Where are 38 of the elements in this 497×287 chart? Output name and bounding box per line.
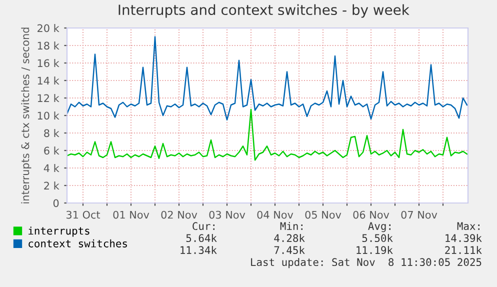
y-tick-label: 20 k [38,24,60,32]
chart-title: Interrupts and context switches - by week [118,4,410,18]
line-series [67,36,468,120]
y-tick-label: 12 k [38,94,60,102]
x-tick-label: 03 Nov [209,210,246,219]
text: Min: [280,222,302,230]
y-tick-label: 2 k [44,182,60,190]
text: Avg: [368,222,390,232]
text: 5.64k [186,234,217,242]
y-tick-label: 10 k [38,112,60,120]
y-axis-title: interrupts & ctx switches / second [21,28,32,204]
x-tick-label: 07 Nov [401,210,438,219]
y-tick-label: 8 k [44,129,60,138]
y-tick-label: 4 k [44,164,60,172]
y-tick-label: 6 k [44,146,60,155]
text: Cur: [192,222,214,230]
text: Last update: Sat Nov 8 11:30:05 2025 [251,258,482,268]
y-tick-label: 0 [53,199,59,208]
text: Max: [457,222,480,230]
text: 11.34k [180,246,217,254]
text: 21.11k [445,246,482,254]
x-tick-label: 05 Nov [305,210,342,219]
line-series [67,108,468,161]
x-tick-label: 31 Oct [66,210,100,219]
legend-label: context switches [28,239,127,248]
x-tick-label: 02 Nov [161,210,198,219]
x-tick-label: 01 Nov [113,210,150,219]
text: 7.45k [274,246,305,254]
legend-label: interrupts [28,226,90,237]
y-tick-label: 14 k [38,76,60,84]
x-tick-label: 06 Nov [353,210,390,219]
x-tick-label: 04 Nov [257,210,294,219]
y-tick-label: 16 k [38,59,60,68]
text: 4.28k [274,234,305,242]
text: 11.19k [356,246,393,254]
y-tick-label: 18 k [38,42,60,50]
text: 14.39k [446,234,482,242]
text: 5.50k [362,234,393,242]
